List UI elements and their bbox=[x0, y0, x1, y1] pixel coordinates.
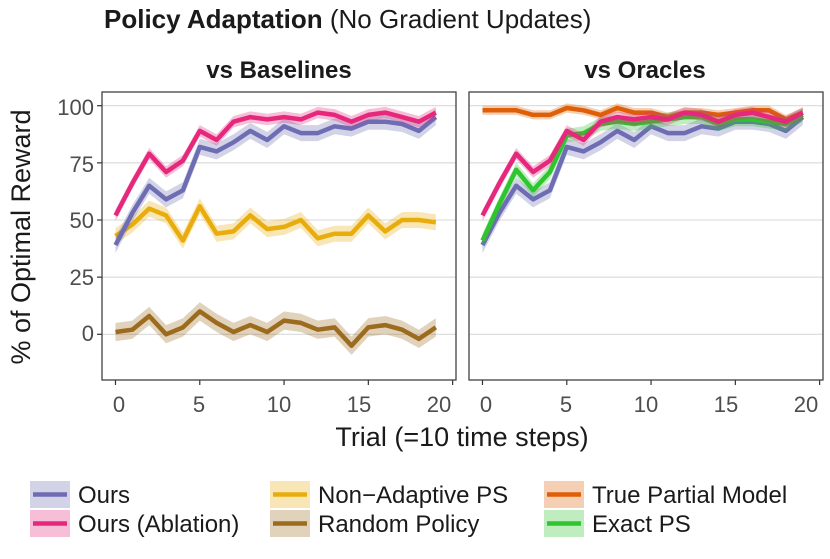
y-axis-title: % of Optimal Reward bbox=[6, 109, 36, 364]
legend-key-ours_ablation bbox=[30, 510, 70, 537]
x-tick-label: 0 bbox=[480, 392, 492, 417]
x-tick-label: 15 bbox=[347, 392, 371, 417]
x-tick-label: 15 bbox=[714, 392, 738, 417]
panel-border bbox=[468, 91, 824, 381]
x-tick-label: 5 bbox=[560, 392, 572, 417]
panel-1 bbox=[468, 91, 824, 385]
legend-label-exact-ps: Exact PS bbox=[592, 511, 691, 538]
panel-title-oracles: vs Oracles bbox=[584, 57, 705, 84]
series-line-non_adaptive bbox=[114, 204, 437, 243]
legend-label-ours: Ours bbox=[78, 482, 130, 509]
chart-title-rest: (No Gradient Updates) bbox=[323, 4, 592, 34]
panel-border bbox=[101, 91, 457, 381]
x-tick-labels-oracles: 0 5 10 15 20 bbox=[480, 392, 818, 417]
x-tick-label: 20 bbox=[794, 392, 818, 417]
legend-label-non-adaptive: Non−Adaptive PS bbox=[318, 482, 508, 509]
legend-label-random: Random Policy bbox=[318, 511, 479, 538]
y-tick-label: 75 bbox=[70, 152, 94, 177]
x-tick-label: 20 bbox=[427, 392, 451, 417]
plot-layer bbox=[97, 91, 824, 385]
x-tick-label: 5 bbox=[193, 392, 205, 417]
legend-key-true_partial bbox=[544, 481, 584, 508]
chart-title-bold: Policy Adaptation bbox=[104, 4, 323, 34]
panel-title-baselines: vs Baselines bbox=[206, 57, 351, 84]
legend-key-exact_ps bbox=[544, 510, 584, 537]
y-tick-label: 50 bbox=[70, 208, 94, 233]
y-tick-labels: 0 25 50 75 100 bbox=[57, 95, 94, 346]
y-tick-label: 100 bbox=[57, 95, 94, 120]
ci-band-non_adaptive bbox=[115, 198, 436, 249]
series-line-random bbox=[115, 309, 438, 348]
legend-key-random bbox=[270, 510, 310, 537]
panel-0 bbox=[97, 91, 457, 385]
x-axis-title: Trial (=10 time steps) bbox=[335, 422, 588, 452]
series-line-ours_ablation bbox=[480, 110, 804, 217]
x-tick-label: 0 bbox=[113, 392, 125, 417]
chart-title: Policy Adaptation (No Gradient Updates) bbox=[104, 4, 591, 34]
series-line-true_partial bbox=[482, 105, 804, 122]
series-line-ours_ablation bbox=[113, 110, 437, 217]
series-line-ours bbox=[480, 115, 805, 247]
series-line-ours bbox=[113, 115, 438, 247]
x-tick-labels-baselines: 0 5 10 15 20 bbox=[113, 392, 451, 417]
legend bbox=[30, 481, 584, 537]
legend-label-true-partial: True Partial Model bbox=[592, 482, 787, 509]
legend-key-non_adaptive bbox=[270, 481, 310, 508]
x-tick-label: 10 bbox=[267, 392, 291, 417]
y-tick-label: 0 bbox=[82, 321, 94, 346]
legend-label-ours-ablation: Ours (Ablation) bbox=[78, 511, 239, 538]
legend-key-ours bbox=[30, 481, 70, 508]
legend-labels: Ours Ours (Ablation) Non−Adaptive PS Ran… bbox=[78, 482, 787, 538]
series-line-exact_ps bbox=[480, 112, 804, 242]
y-tick-label: 25 bbox=[70, 265, 94, 290]
x-tick-label: 10 bbox=[634, 392, 658, 417]
